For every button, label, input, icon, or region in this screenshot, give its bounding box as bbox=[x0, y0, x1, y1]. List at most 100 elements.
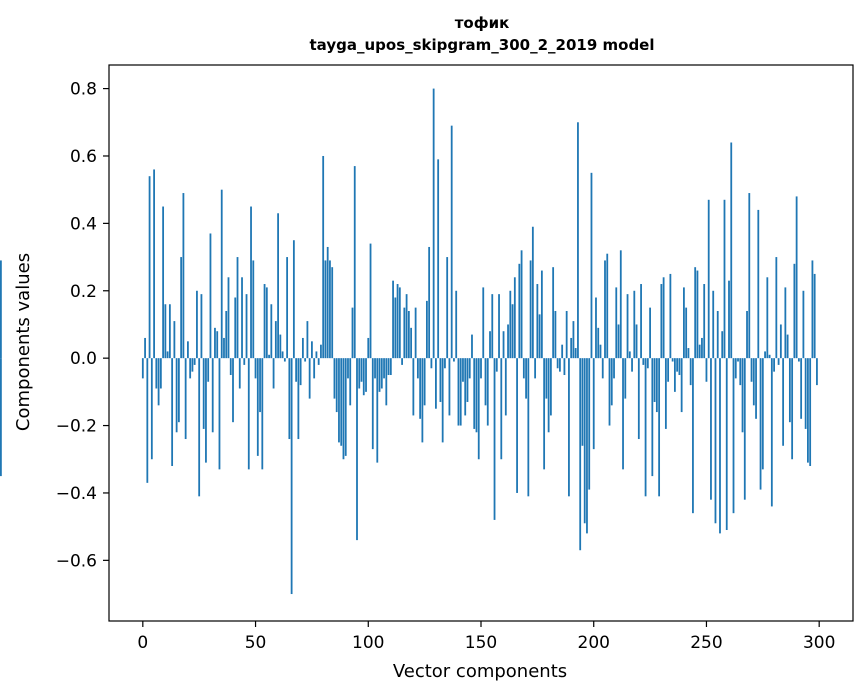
bar bbox=[304, 358, 307, 362]
bar bbox=[410, 327, 413, 359]
bar bbox=[338, 358, 340, 443]
bar bbox=[241, 277, 243, 359]
bar bbox=[313, 358, 316, 379]
bar bbox=[714, 358, 717, 524]
bar bbox=[403, 307, 406, 359]
bar bbox=[752, 358, 755, 406]
bar bbox=[419, 358, 422, 419]
bar bbox=[660, 284, 663, 359]
bar bbox=[795, 196, 798, 359]
bar bbox=[701, 337, 703, 359]
bar bbox=[459, 358, 462, 426]
bar bbox=[540, 270, 543, 359]
bar bbox=[283, 358, 286, 362]
bar bbox=[568, 358, 570, 497]
bar bbox=[811, 260, 814, 359]
bar bbox=[430, 358, 433, 369]
bar bbox=[256, 358, 259, 456]
bar bbox=[595, 297, 597, 359]
bar bbox=[407, 310, 410, 359]
bar bbox=[608, 358, 611, 426]
bar bbox=[683, 287, 685, 359]
bar bbox=[153, 169, 155, 359]
bar bbox=[435, 358, 437, 409]
bar bbox=[245, 294, 248, 359]
y-tick-label: −0.2 bbox=[56, 417, 97, 437]
bar bbox=[610, 358, 613, 406]
bar bbox=[646, 358, 649, 369]
bar bbox=[200, 294, 203, 359]
x-axis-ticks: 0 50 100 150 200 250 300 bbox=[137, 621, 835, 653]
bar bbox=[507, 324, 509, 359]
bar bbox=[716, 310, 719, 359]
bar bbox=[306, 321, 309, 359]
bar bbox=[315, 351, 318, 359]
bar bbox=[552, 267, 555, 359]
bar bbox=[538, 314, 541, 359]
bar bbox=[261, 358, 264, 470]
bar bbox=[599, 344, 602, 359]
bar bbox=[432, 88, 435, 359]
bar bbox=[606, 253, 609, 359]
bar bbox=[423, 358, 426, 406]
bar bbox=[182, 193, 185, 359]
bar bbox=[628, 351, 631, 359]
bar bbox=[191, 358, 194, 372]
bar bbox=[689, 358, 692, 386]
bar bbox=[180, 257, 183, 359]
bar bbox=[401, 358, 403, 365]
bar bbox=[196, 290, 198, 359]
bar bbox=[788, 358, 791, 423]
bar bbox=[671, 358, 674, 362]
bar bbox=[581, 358, 584, 446]
bar bbox=[730, 142, 733, 359]
bar bbox=[464, 358, 467, 416]
bar bbox=[168, 304, 171, 359]
bar bbox=[173, 321, 176, 359]
bar bbox=[723, 199, 726, 359]
bar bbox=[396, 284, 399, 359]
bar bbox=[229, 358, 232, 376]
bar bbox=[680, 358, 683, 413]
y-tick-label: −0.6 bbox=[56, 551, 97, 571]
bar bbox=[800, 358, 803, 419]
bar bbox=[687, 348, 690, 359]
bar bbox=[238, 358, 241, 389]
bar bbox=[159, 358, 162, 389]
bar bbox=[531, 226, 534, 359]
bar bbox=[223, 337, 225, 359]
bar bbox=[570, 337, 573, 359]
bar bbox=[216, 331, 219, 359]
bar bbox=[317, 358, 320, 365]
bar bbox=[247, 358, 250, 470]
bar bbox=[371, 358, 374, 450]
bar bbox=[592, 358, 595, 450]
bar bbox=[563, 358, 566, 376]
bar bbox=[678, 358, 681, 376]
bar bbox=[721, 331, 724, 359]
bar bbox=[367, 337, 370, 359]
bar bbox=[270, 304, 273, 359]
bar bbox=[748, 193, 751, 359]
bar bbox=[737, 358, 739, 362]
y-tick-label: 0.6 bbox=[70, 147, 97, 167]
bar bbox=[664, 358, 667, 429]
bar bbox=[480, 358, 482, 379]
bar bbox=[779, 324, 782, 359]
bar bbox=[583, 358, 586, 524]
bar bbox=[425, 300, 428, 359]
bar bbox=[214, 327, 216, 359]
bar bbox=[340, 358, 343, 446]
bar bbox=[292, 240, 295, 359]
bar bbox=[502, 331, 505, 359]
bar bbox=[392, 280, 394, 359]
bar bbox=[556, 358, 559, 369]
bar bbox=[471, 334, 473, 359]
bar bbox=[202, 358, 205, 429]
bar bbox=[484, 358, 487, 406]
bar bbox=[347, 358, 349, 379]
bar bbox=[209, 233, 212, 359]
bar bbox=[428, 246, 431, 359]
bar bbox=[205, 358, 207, 463]
bar bbox=[617, 324, 620, 359]
